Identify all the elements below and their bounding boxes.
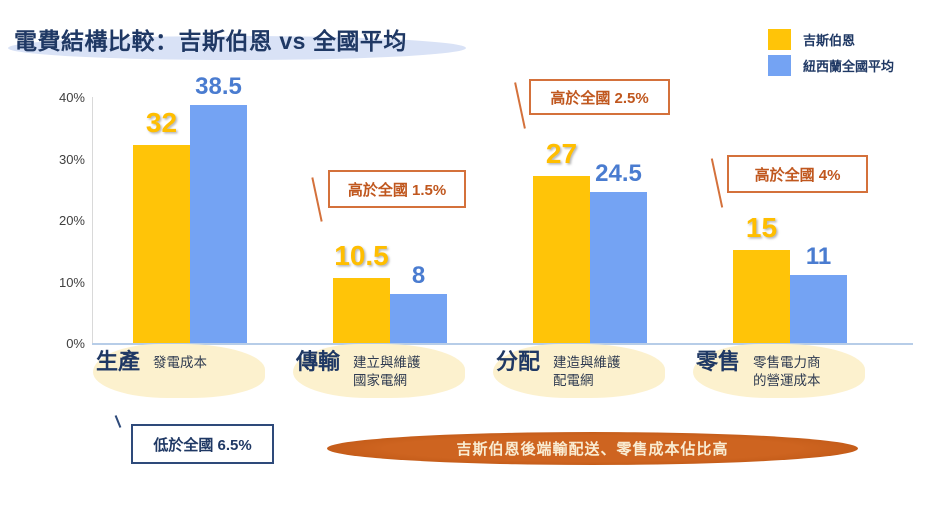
callout-leader-retail [710, 158, 724, 208]
category-retail: 零售 零售電力商 的營運成本 [696, 349, 821, 389]
y-axis-tick: 20% [58, 213, 85, 228]
category-name: 分配 [496, 349, 541, 374]
category-generation: 生產 發電成本 [96, 349, 208, 374]
legend-label: 紐西蘭全國平均 [803, 59, 895, 74]
callout-generation-below: 低於全國 6.5% [131, 424, 274, 464]
y-axis-tick: 30% [58, 151, 85, 167]
chart-legend: 吉斯伯恩 紐西蘭全國平均 [768, 29, 894, 76]
category-name: 生產 [96, 349, 141, 374]
bar-series0-group0 [133, 145, 190, 343]
x-axis-line [92, 343, 913, 345]
category-description: 發電成本 [153, 355, 208, 370]
category-blob-generation [93, 344, 265, 398]
bar-value-label-series0-group2: 27 [545, 138, 578, 169]
category-description: 建立與維護 國家電網 [353, 355, 421, 388]
bar-series0-group2 [533, 176, 590, 343]
callout-leader-transmission [311, 177, 323, 222]
category-blob-distribution [493, 344, 665, 398]
category-name: 傳輸 [296, 349, 341, 374]
bar-series1-group1 [390, 294, 447, 343]
bar-series1-group0 [190, 105, 247, 343]
y-axis-tick: 40% [58, 90, 85, 105]
bar-series0-group1 [333, 278, 390, 343]
category-distribution: 分配 建造與維護 配電網 [496, 349, 621, 389]
callout-transmission-above: 高於全國 1.5% [328, 170, 466, 208]
bar-series1-group3 [790, 275, 847, 343]
callout-leader-distribution [514, 82, 526, 129]
bar-series1-group2 [590, 192, 647, 343]
bar-value-label-series0-group3: 15 [745, 212, 778, 243]
bar-value-label-series0-group0: 32 [145, 107, 178, 138]
category-blob-transmission [293, 344, 465, 398]
bar-value-label-series1-group0: 38.5 [195, 73, 242, 100]
bar-series0-group3 [733, 250, 790, 343]
callout-retail-above: 高於全國 4% [727, 155, 868, 193]
category-transmission: 傳輸 建立與維護 國家電網 [296, 349, 421, 389]
category-description: 零售電力商 的營運成本 [753, 355, 821, 388]
y-axis-tick: 0% [66, 336, 85, 351]
bar-value-label-series1-group3: 11 [805, 243, 832, 270]
page-title: 電費結構比較：吉斯伯恩 vs 全國平均 [14, 28, 407, 54]
title-highlight-ellipse [8, 36, 466, 60]
category-blob-retail [693, 344, 865, 398]
conclusion-banner: 吉斯伯恩後端輸配送、零售成本佔比高 [327, 432, 858, 465]
bar-value-label-series0-group1: 10.5 [334, 240, 389, 271]
y-axis-line [92, 97, 93, 344]
legend-item-national: 紐西蘭全國平均 [768, 55, 894, 76]
legend-swatch-gisborne [768, 29, 791, 50]
callout-distribution-above: 高於全國 2.5% [529, 79, 670, 115]
legend-label: 吉斯伯恩 [803, 33, 856, 48]
callout-leader-generation [114, 415, 122, 428]
y-axis-tick: 10% [58, 274, 85, 290]
bar-value-label-series1-group1: 8 [411, 262, 426, 289]
category-description: 建造與維護 配電網 [553, 355, 621, 388]
legend-swatch-national [768, 55, 791, 76]
legend-item-gisborne: 吉斯伯恩 [768, 29, 894, 50]
bar-value-label-series1-group2: 24.5 [595, 160, 642, 187]
category-name: 零售 [696, 349, 741, 374]
